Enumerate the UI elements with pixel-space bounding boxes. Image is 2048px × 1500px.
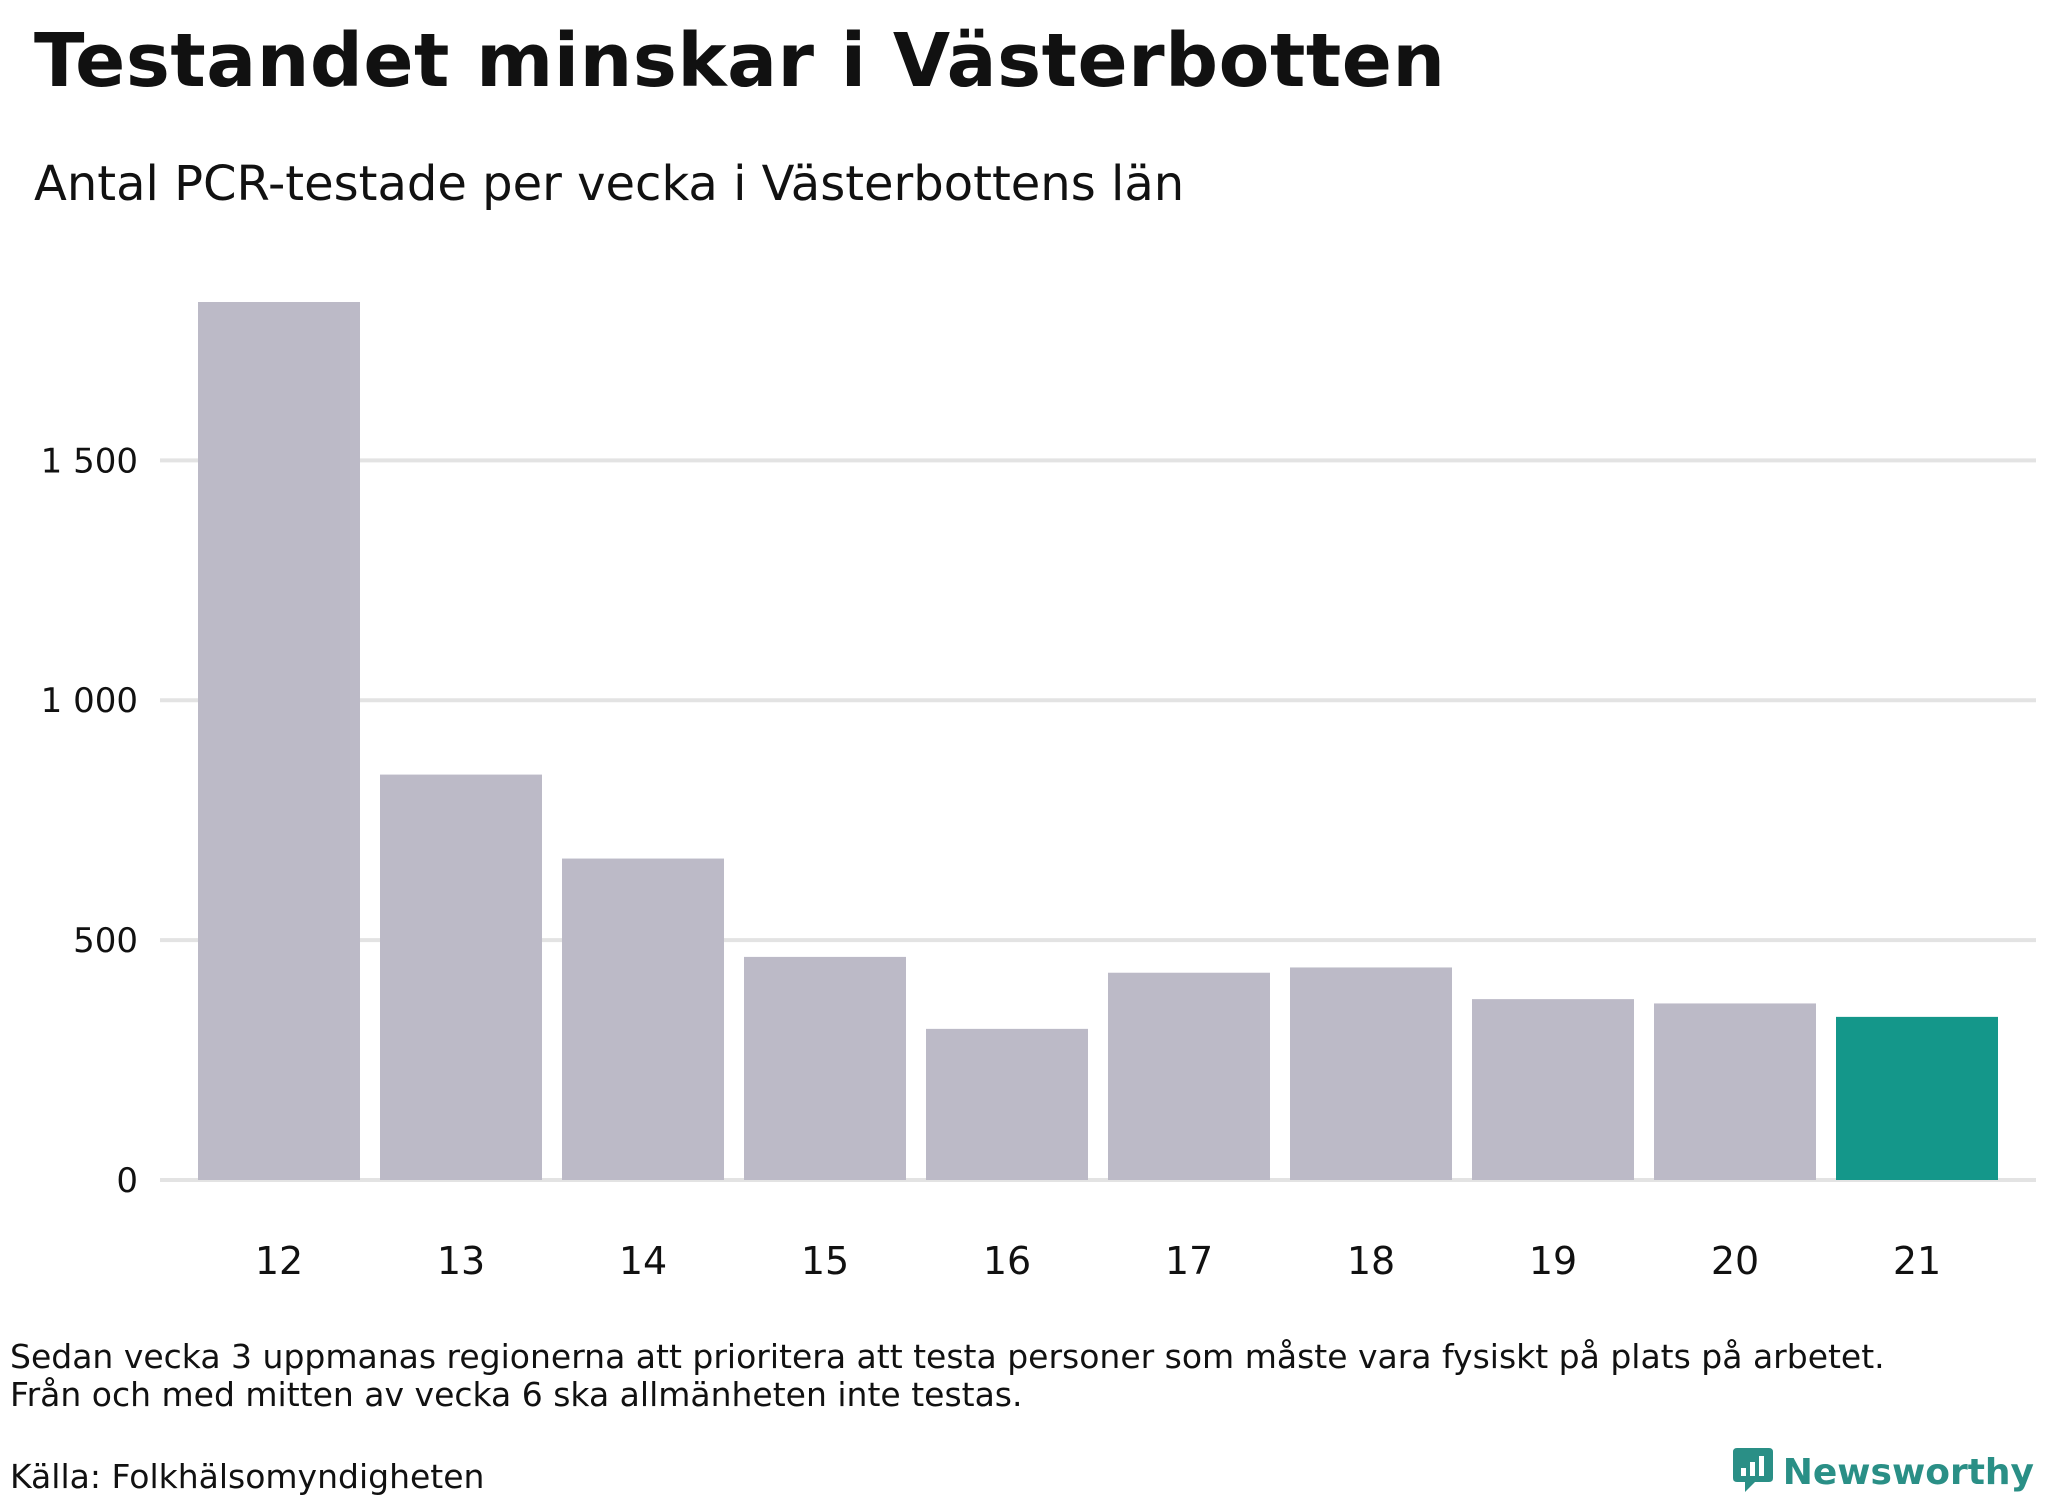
chart-note: Sedan vecka 3 uppmanas regionerna att pr… (10, 1338, 1885, 1414)
bar (380, 774, 542, 1180)
bar (562, 858, 724, 1180)
chart-title: Testandet minskar i Västerbotten (34, 18, 1446, 104)
x-tick-label: 13 (437, 1239, 485, 1283)
bar (1290, 967, 1452, 1180)
brand-logo[interactable]: Newsworthy (1731, 1446, 2034, 1498)
x-tick-label: 21 (1893, 1239, 1941, 1283)
x-tick-label: 14 (619, 1239, 667, 1283)
source-label: Källa: Folkhälsomyndigheten (10, 1457, 485, 1496)
x-tick-label: 18 (1347, 1239, 1395, 1283)
x-tick-label: 20 (1711, 1239, 1759, 1283)
bar (198, 302, 360, 1180)
x-tick-label: 16 (983, 1239, 1031, 1283)
bar (744, 956, 906, 1180)
newsworthy-logo-icon (1731, 1446, 1775, 1498)
x-tick-label: 19 (1529, 1239, 1577, 1283)
chart-subtitle: Antal PCR-testade per vecka i Västerbott… (34, 156, 1185, 212)
bar (926, 1028, 1088, 1180)
y-tick-label: 500 (73, 921, 138, 961)
y-tick-label: 0 (116, 1161, 138, 1201)
brand-name: Newsworthy (1782, 1451, 2034, 1493)
x-tick-label: 12 (255, 1239, 303, 1283)
x-tick-label: 15 (801, 1239, 849, 1283)
bar-chart: 0 500 1 000 1 500 12 13 14 15 16 17 18 19 20 21 (41, 302, 2036, 1283)
bar (1472, 999, 1634, 1180)
note-line-1: Sedan vecka 3 uppmanas regionerna att pr… (10, 1337, 1885, 1376)
y-tick-label: 1 500 (41, 441, 138, 481)
bar (1654, 1003, 1816, 1180)
bar (1108, 972, 1270, 1180)
y-tick-label: 1 000 (41, 681, 138, 721)
x-tick-label: 17 (1165, 1239, 1213, 1283)
note-line-2: Från och med mitten av vecka 6 ska allmä… (10, 1375, 1023, 1414)
bar (1836, 1016, 1998, 1180)
